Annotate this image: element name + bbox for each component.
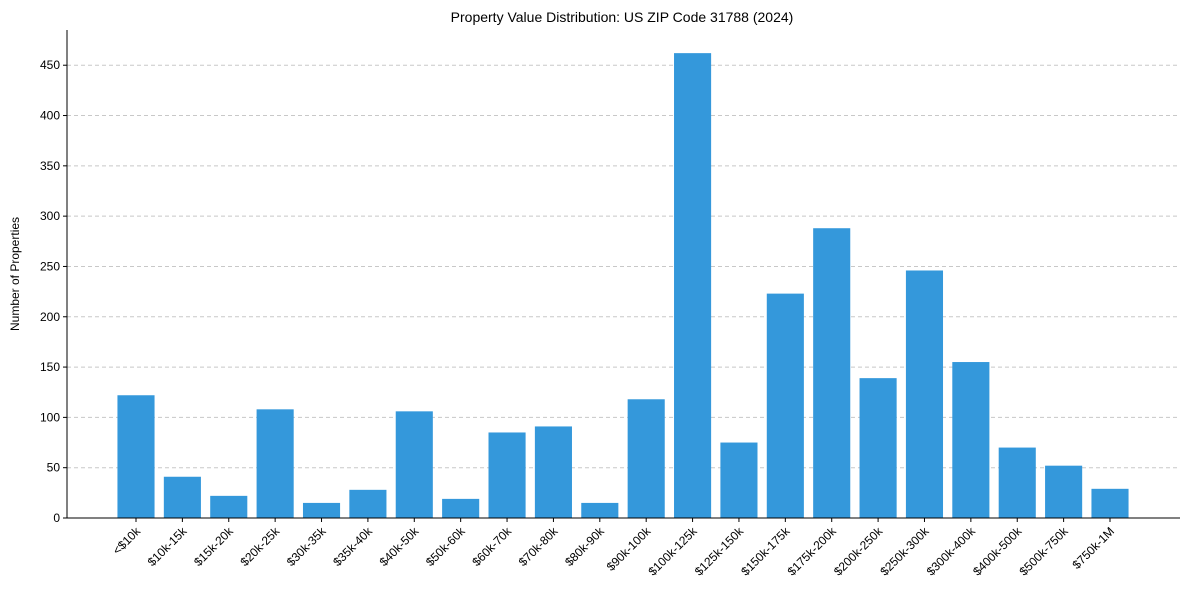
bar — [534, 426, 572, 518]
bar — [442, 498, 480, 518]
bar — [1045, 465, 1083, 518]
bar — [998, 447, 1036, 518]
x-tick-label: $80k-90k — [562, 524, 608, 570]
grid-lines — [67, 64, 1180, 469]
x-tick-label: $50k-60k — [423, 524, 469, 570]
bars — [117, 53, 1129, 518]
y-tick-label: 450 — [40, 58, 60, 72]
y-tick-label: 50 — [47, 461, 61, 475]
y-ticks: 0 50 100 150 200 250 300 350 400 450 — [40, 58, 67, 525]
x-ticks: <$10k $10k-15k $15k-20k $20k-25k $30k-35k $35… — [110, 518, 1117, 578]
bar — [674, 53, 712, 518]
y-tick-label: 150 — [40, 360, 60, 374]
bar — [627, 399, 665, 518]
axes — [66, 30, 1180, 519]
bar — [859, 378, 897, 518]
bar — [163, 476, 201, 518]
bar — [488, 432, 526, 518]
y-tick-label: 400 — [40, 109, 60, 123]
bar — [952, 362, 990, 518]
bar — [813, 228, 851, 518]
x-tick-label: $15k-20k — [191, 524, 237, 570]
bar — [210, 495, 248, 518]
bar — [302, 502, 341, 518]
x-tick-label: $30k-35k — [284, 524, 330, 570]
x-tick-label: $60k-70k — [469, 524, 515, 570]
bar — [349, 489, 387, 518]
x-tick-label: $35k-40k — [330, 524, 376, 570]
y-axis-label: Number of Properties — [8, 217, 22, 331]
x-tick-label: <$10k — [110, 524, 144, 558]
y-tick-label: 0 — [53, 511, 60, 525]
bar — [905, 270, 944, 518]
x-tick-label: $40k-50k — [377, 524, 423, 570]
y-tick-label: 300 — [40, 209, 60, 223]
bar — [720, 442, 758, 518]
x-tick-label: $70k-80k — [516, 524, 562, 570]
bar — [395, 411, 433, 518]
x-tick-label: $500k-750k — [1016, 524, 1071, 579]
bar — [117, 395, 155, 518]
bar — [1091, 488, 1129, 518]
y-tick-label: 200 — [40, 310, 60, 324]
x-tick-label: $20k-25k — [237, 524, 283, 570]
chart-title: Property Value Distribution: US ZIP Code… — [451, 9, 794, 25]
bar — [256, 409, 294, 518]
x-tick-label: $750k-1M — [1069, 524, 1117, 572]
y-tick-label: 100 — [40, 410, 60, 424]
y-tick-label: 350 — [40, 159, 60, 173]
bar — [766, 293, 804, 518]
bar — [581, 502, 619, 518]
y-tick-label: 250 — [40, 259, 60, 273]
x-tick-label: $10k-15k — [145, 524, 191, 570]
